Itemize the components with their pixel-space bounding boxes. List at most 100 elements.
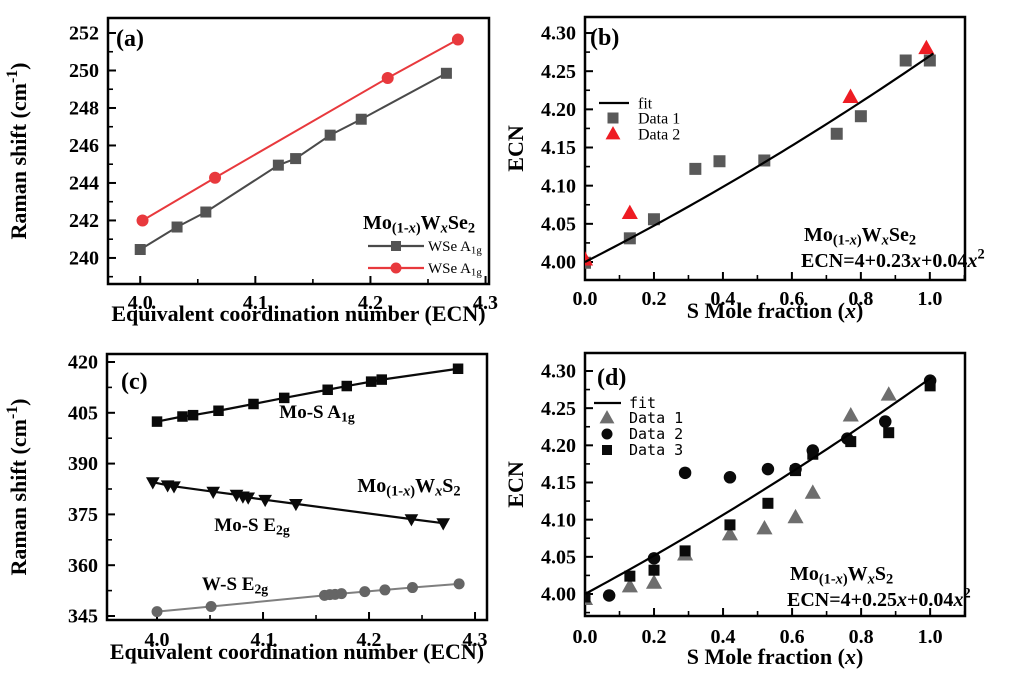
- y-tick-label: 240: [69, 248, 99, 270]
- y-tick-label: 4.00: [541, 252, 576, 274]
- panel-a-axes: 4.0 4.1 4.2 4.3 240 242 244 246 248 250 252 Equival…: [4, 16, 498, 326]
- x-tick-label: 0.0: [573, 288, 598, 310]
- x-tick-label: 0.8: [848, 288, 873, 310]
- y-tick-label: 4.30: [541, 23, 576, 45]
- legend-label: Data 2: [638, 126, 680, 143]
- x-axis-label: Equivalent coordination number (ECN): [110, 639, 484, 664]
- annotation: (b): [590, 25, 619, 51]
- x-tick-label: 4.0: [128, 292, 153, 314]
- y-tick-label: 248: [69, 98, 99, 120]
- x-tick-label: 0.4: [710, 288, 735, 310]
- y-tick-label: 360: [68, 555, 98, 577]
- panel-a-legend: WSe A1g WSe A1g: [368, 239, 482, 279]
- panel-d-plot-area: [585, 374, 937, 606]
- fit-line: [585, 376, 933, 595]
- x-tick-label: 4.1: [243, 292, 268, 314]
- series-w-s-e2g: [151, 578, 465, 618]
- x-tick-label: 0.2: [641, 288, 666, 310]
- x-tick-label: 0.2: [642, 626, 667, 648]
- x-tick-label: 4.0: [145, 629, 170, 651]
- series-wse-a1g-red-circles: [136, 33, 464, 227]
- annotation: Mo-S E2g: [214, 515, 290, 537]
- y-tick-label: 4.15: [541, 137, 576, 159]
- legend-label: fit: [638, 95, 653, 112]
- series-data-1: [585, 54, 936, 269]
- y-axis-label: ECN: [507, 125, 528, 172]
- legend-label: WSe A1g: [428, 239, 482, 257]
- y-tick-label: 420: [68, 352, 98, 374]
- y-axis-label: Raman shift (cm-1): [4, 63, 31, 240]
- panel-c-axes: 4.0 4.1 4.2 4.3 345 360 375 390 405 420 Equivalent…: [4, 352, 489, 664]
- y-tick-label: 242: [69, 210, 99, 232]
- fit-line: [585, 52, 934, 263]
- x-tick-label: 0.6: [779, 288, 804, 310]
- legend-label: WSe A1g: [428, 261, 482, 279]
- annotation: (c): [121, 369, 148, 395]
- x-axis-label: S Mole fraction (x): [687, 644, 864, 669]
- annotation: (d): [597, 365, 626, 391]
- y-tick-label: 4.00: [541, 584, 576, 606]
- panel-c-annotations: (c) Mo-S A1g Mo(1-x)WxS2 Mo-S E2g W-S E2g: [121, 369, 461, 596]
- y-tick-label: 4.15: [541, 472, 576, 494]
- annotation: Mo(1-x)WxSe2: [363, 212, 475, 237]
- series-wse-a1g-gray-squares: [134, 67, 452, 256]
- y-tick-label: 4.20: [541, 435, 576, 457]
- x-axis-label: S Mole fraction (x): [687, 298, 864, 323]
- y-tick-label: 4.05: [541, 213, 576, 235]
- y-tick-label: 4.10: [541, 175, 576, 197]
- panel-b-plot-area: [585, 39, 936, 269]
- y-tick-label: 244: [69, 173, 99, 195]
- y-tick-label: 345: [68, 606, 98, 628]
- annotation: Mo(1-x)WxS2: [790, 563, 893, 588]
- x-axis-label: Equivalent coordination number (ECN): [111, 301, 485, 326]
- annotation: (a): [116, 26, 144, 52]
- panel-c: 4.0 4.1 4.2 4.3 345 360 375 390 405 420 Equivalent…: [0, 346, 507, 693]
- legend-label: Data 2: [629, 425, 683, 443]
- y-axis-label: Raman shift (cm-1): [4, 399, 31, 576]
- x-tick-label: 4.2: [357, 629, 382, 651]
- y-tick-label: 4.05: [541, 546, 576, 568]
- annotation: ECN=4+0.25x+0.04x2: [787, 586, 971, 611]
- x-tick-label: 4.3: [473, 292, 498, 314]
- panel-a-plot-area: [134, 33, 464, 256]
- x-tick-label: 4.2: [358, 292, 383, 314]
- annotation: ECN=4+0.23x+0.04x2: [801, 247, 985, 272]
- y-tick-label: 252: [69, 23, 99, 45]
- y-tick-label: 405: [68, 402, 98, 424]
- series-mo-s-a1g: [151, 363, 464, 427]
- panel-b-chart: 0.0 0.2 0.4 0.6 0.8 1.0 4.00 4.05 4.10 4.15 4.20 4.…: [503, 15, 985, 323]
- x-tick-label: 0.4: [711, 626, 736, 648]
- y-tick-label: 4.25: [541, 398, 576, 420]
- panel-a-chart: 4.0 4.1 4.2 4.3 240 242 244 246 248 250 252 Equival…: [4, 16, 498, 326]
- x-tick-label: 4.3: [463, 629, 488, 651]
- y-tick-label: 390: [68, 453, 98, 475]
- series-mo-s-e2g: [145, 477, 451, 531]
- x-tick-label: 0.0: [573, 626, 598, 648]
- annotation: Mo(1-x)WxS2: [357, 475, 460, 500]
- legend-label: Data 1: [629, 409, 683, 427]
- panel-a: 4.0 4.1 4.2 4.3 240 242 244 246 248 250 252 Equival…: [0, 0, 507, 346]
- panel-b-axes: 0.0 0.2 0.4 0.6 0.8 1.0 4.00 4.05 4.10 4.15 4.20 4.…: [503, 15, 967, 323]
- y-tick-label: 250: [69, 60, 99, 82]
- legend-label: Data 1: [638, 110, 680, 127]
- annotation: Mo(1-x)WxSe2: [804, 224, 916, 249]
- panel-c-plot-area: [145, 363, 465, 618]
- panel-d-chart: 0.0 0.2 0.4 0.6 0.8 1.0 4.00 4.05 4.10 4.15 4.20 4.…: [503, 351, 971, 669]
- y-tick-label: 4.30: [541, 361, 576, 383]
- x-tick-label: 1.0: [918, 626, 943, 648]
- y-tick-label: 4.10: [541, 509, 576, 531]
- panel-d-axes: 0.0 0.2 0.4 0.6 0.8 1.0 4.00 4.05 4.10 4.15 4.20 4.…: [503, 351, 967, 669]
- annotation: W-S E2g: [202, 574, 268, 596]
- panel-a-annotations: (a) Mo(1-x)WxSe2: [116, 26, 475, 237]
- y-tick-label: 4.20: [541, 99, 576, 121]
- panel-c-chart: 4.0 4.1 4.2 4.3 345 360 375 390 405 420 Equivalent…: [4, 352, 489, 664]
- y-tick-label: 246: [69, 135, 99, 157]
- x-tick-label: 0.6: [780, 626, 805, 648]
- y-tick-label: 4.25: [541, 61, 576, 83]
- annotation: Mo-S A1g: [279, 402, 355, 424]
